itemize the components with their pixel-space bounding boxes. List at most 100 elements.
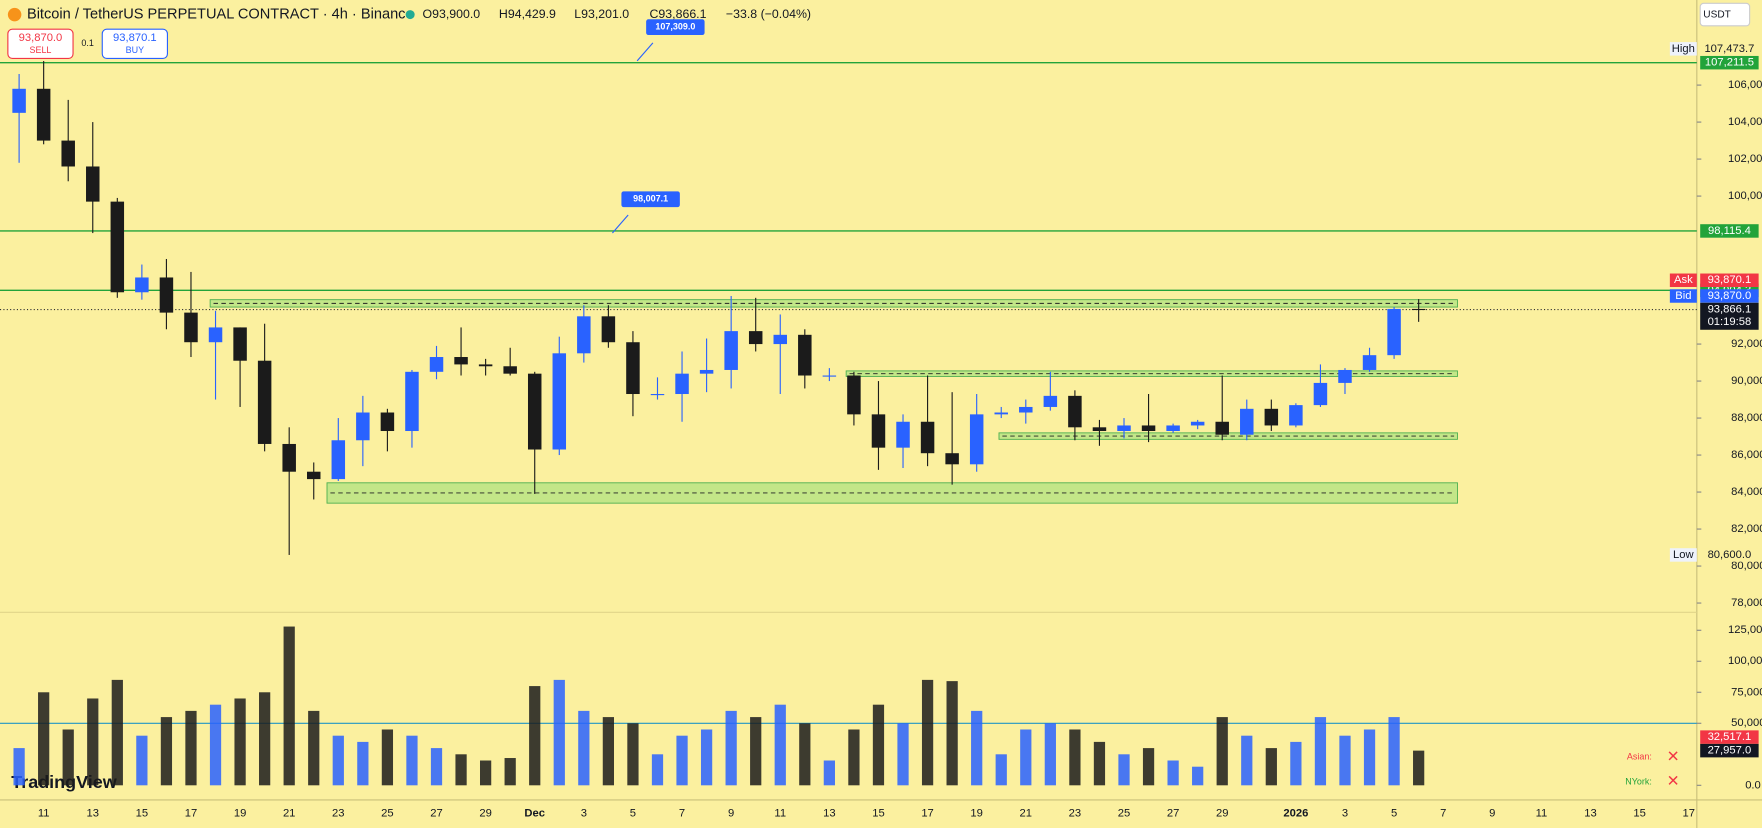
countdown-label: 01:19:58 (1708, 316, 1752, 328)
candle-body (675, 373, 689, 395)
ask-tag-label: 93,870.1 (1708, 274, 1752, 286)
candle-body (1264, 408, 1279, 426)
candle-body (1019, 406, 1033, 413)
volume-bar (578, 710, 590, 786)
candle-body (896, 421, 910, 448)
candle-body (1117, 425, 1131, 432)
y-tick-label: 92,000.0 (1731, 338, 1762, 350)
volume-bar (823, 760, 835, 786)
volume-tag-label: 32,517.1 (1708, 731, 1752, 743)
candle-body (724, 331, 738, 370)
volume-bar (87, 698, 99, 786)
volume-tick-label: 125,000.0 (1728, 624, 1762, 636)
x-tick-label: Dec (524, 807, 545, 819)
candle-body (945, 453, 959, 465)
volume-bar (1069, 729, 1081, 786)
candle-body (650, 394, 665, 396)
volume-bar (1265, 748, 1277, 786)
candle-body (577, 316, 591, 354)
volume-bar (627, 723, 639, 786)
ohlc-high: H94,429.9 (499, 7, 556, 21)
sell-price[interactable]: 93,870.0 (19, 32, 63, 44)
x-tick-label: 3 (1342, 807, 1348, 819)
candle-body (61, 140, 75, 167)
level-tag (1700, 224, 1759, 238)
high-tag-prefix (1669, 42, 1697, 56)
volume-tag (1700, 730, 1759, 744)
volume-bar (38, 692, 50, 786)
currency-label[interactable]: USDT (1703, 9, 1731, 20)
candle-body (601, 316, 616, 343)
x-tick-label: 17 (921, 807, 933, 819)
candle-body (478, 364, 493, 367)
volume-bar (1413, 750, 1425, 786)
high-tag (1700, 42, 1759, 56)
sell-label[interactable]: SELL (29, 45, 51, 55)
candle-body (405, 371, 419, 432)
x-tick-label: 15 (872, 807, 884, 819)
bid-tag-prefix (1669, 289, 1697, 303)
x-tick-label: 17 (185, 807, 197, 819)
volume-bar (897, 723, 909, 786)
candle-body (356, 412, 370, 441)
candle-body (503, 366, 517, 374)
candle-body (822, 375, 837, 377)
candle-body (307, 471, 321, 480)
sell-button[interactable] (7, 28, 74, 59)
x-tick-label: 11 (1536, 807, 1548, 819)
volume-bar (62, 729, 74, 786)
ohlc-change: −33.8 (−0.04%) (726, 7, 811, 21)
candle-body (1289, 405, 1303, 426)
candle-body (1166, 425, 1180, 432)
x-tick-label: 7 (679, 807, 685, 819)
volume-bar (1192, 766, 1204, 786)
y-tick-label: 104,000.0 (1728, 116, 1762, 128)
x-tick-label: 27 (430, 807, 442, 819)
volume-bar (725, 710, 737, 786)
session-remove[interactable]: ✕ (1667, 773, 1680, 790)
buy-price[interactable]: 93,870.1 (113, 32, 157, 44)
y-tick-label: 102,000.0 (1728, 153, 1762, 165)
volume-tick-label: 100,000.0 (1728, 655, 1762, 667)
candle-body (871, 414, 886, 448)
candle-body (36, 88, 51, 141)
x-tick-label: 27 (1167, 807, 1179, 819)
volume-bar (651, 754, 664, 786)
ask-tag-name: Ask (1674, 274, 1693, 286)
session-label: Asian: (1627, 752, 1652, 762)
volume-bar (971, 710, 983, 786)
volume-bar (553, 679, 565, 786)
zone (209, 299, 1458, 308)
session-remove[interactable]: ✕ (1667, 748, 1680, 765)
x-tick-label: 9 (728, 807, 734, 819)
buy-label[interactable]: BUY (126, 45, 144, 55)
low-tag-label: 80,600.0 (1708, 549, 1752, 561)
volume-bar (676, 735, 688, 786)
candle-body (527, 373, 542, 450)
candle-body (626, 342, 640, 395)
x-tick-label: 15 (1633, 807, 1645, 819)
volume-bar (1020, 729, 1032, 786)
currency-button[interactable] (1699, 2, 1751, 27)
symbol-title[interactable]: Bitcoin / TetherUS PERPETUAL CONTRACT · … (27, 6, 414, 22)
buy-button[interactable] (101, 28, 168, 59)
candle-body (1190, 421, 1205, 426)
candle-body (1387, 308, 1401, 356)
candle-body (1092, 427, 1107, 432)
y-tick-label: 86,000.0 (1731, 449, 1762, 461)
volume-bar (1118, 754, 1130, 786)
x-tick-label: 21 (1020, 807, 1032, 819)
volume-bar (700, 729, 713, 786)
x-tick-label: 25 (381, 807, 393, 819)
callout-box (646, 19, 705, 36)
volume-tick-label: 50,000.0 (1731, 717, 1762, 729)
candle-body (1313, 382, 1328, 406)
volume-bar (259, 692, 271, 786)
volume-bar (1142, 748, 1155, 786)
x-tick-label: 5 (630, 807, 636, 819)
x-tick-label: 23 (332, 807, 344, 819)
x-tick-label: 3 (581, 807, 587, 819)
order-size[interactable]: 0.1 (81, 38, 93, 48)
